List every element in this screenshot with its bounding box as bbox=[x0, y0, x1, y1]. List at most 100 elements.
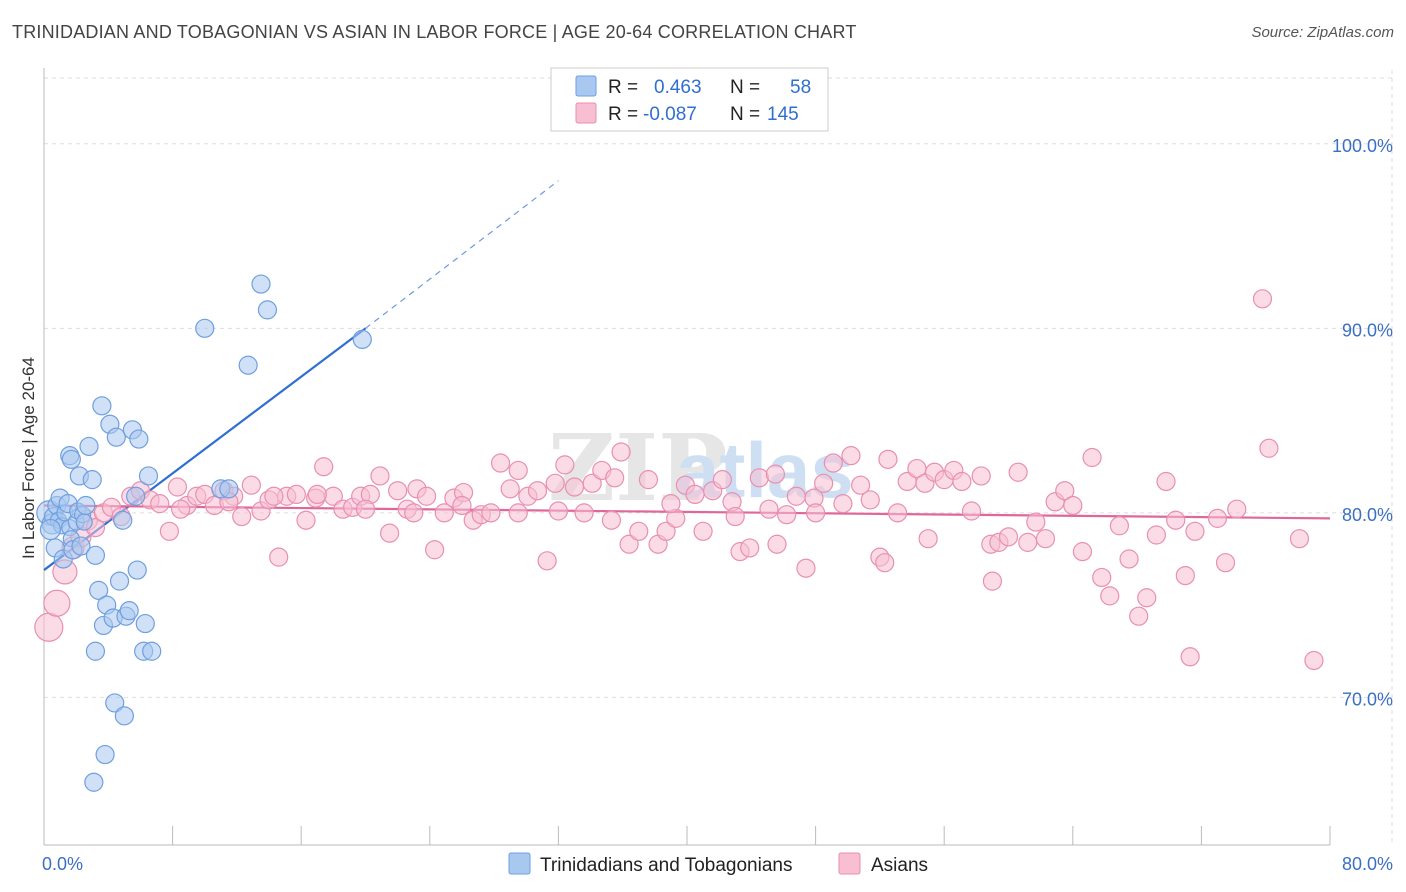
asians-point-57 bbox=[555, 455, 575, 475]
asians-point-44 bbox=[434, 503, 454, 523]
asians-point-49 bbox=[481, 503, 501, 523]
legend-r-value-0: 0.463 bbox=[654, 77, 702, 98]
asians-point-86 bbox=[823, 453, 843, 473]
legend-box bbox=[550, 67, 829, 132]
asians-point-93 bbox=[887, 503, 908, 523]
y-axis-label: In Labor Force | Age 20-64 bbox=[19, 357, 38, 559]
asians-point-71 bbox=[685, 484, 705, 505]
series-label-trinidadians: Trinidadians and Tobagonians bbox=[540, 855, 792, 876]
series-label-asians: Asians bbox=[871, 855, 928, 876]
asians-point-0 bbox=[34, 612, 64, 642]
trinidadians-point-33 bbox=[106, 427, 126, 447]
asians-point-126 bbox=[1180, 647, 1200, 667]
asians-point-109 bbox=[1035, 529, 1056, 549]
trinidadians-point-47 bbox=[85, 641, 106, 661]
asians-point-74 bbox=[712, 470, 732, 490]
asians-point-77 bbox=[740, 538, 760, 558]
asians-point-38 bbox=[380, 523, 400, 543]
asians-point-114 bbox=[1082, 447, 1102, 468]
asians-point-121 bbox=[1146, 525, 1166, 545]
asians-point-148 bbox=[264, 486, 284, 506]
asians-point-85 bbox=[814, 473, 834, 493]
asians-point-37 bbox=[370, 466, 390, 486]
y-tick-labels: 70.0% 80.0% 90.0% 100.0% bbox=[1332, 136, 1393, 710]
asians-point-132 bbox=[1289, 529, 1310, 549]
asians-point-136 bbox=[875, 553, 895, 573]
asians-point-120 bbox=[1137, 588, 1157, 608]
trinidadians-point-27 bbox=[92, 396, 112, 416]
trinidadians-point-48 bbox=[95, 744, 115, 765]
series-swatch-blue bbox=[508, 852, 531, 875]
asians-point-66 bbox=[638, 470, 659, 490]
asians-point-31 bbox=[314, 457, 334, 477]
asians-point-105 bbox=[998, 527, 1019, 547]
asians-point-138 bbox=[765, 464, 786, 484]
asians-point-108 bbox=[1026, 512, 1046, 532]
asians-point-142 bbox=[548, 501, 569, 521]
series-legend: Trinidadians and Tobagonians Asians bbox=[508, 852, 928, 876]
asians-point-42 bbox=[416, 486, 437, 506]
asians-point-119 bbox=[1129, 606, 1149, 626]
axes bbox=[43, 68, 1331, 846]
y-tick-label-0: 70.0% bbox=[1342, 689, 1393, 709]
asians-point-123 bbox=[1166, 510, 1186, 530]
y-tick-label-1: 80.0% bbox=[1342, 505, 1393, 525]
asians-point-62 bbox=[601, 510, 622, 530]
asians-point-92 bbox=[878, 449, 898, 469]
y-tick-label-2: 90.0% bbox=[1342, 320, 1393, 340]
asians-point-146 bbox=[355, 499, 376, 519]
asians-point-29 bbox=[296, 510, 316, 530]
asians-point-78 bbox=[749, 468, 769, 488]
trinidadians-point-21 bbox=[75, 513, 93, 531]
asians-point-87 bbox=[833, 494, 853, 514]
asians-point-13 bbox=[150, 494, 170, 514]
asians-point-1 bbox=[43, 589, 71, 617]
trinidadians-point-25 bbox=[85, 545, 106, 565]
asians-point-102 bbox=[971, 466, 991, 486]
trinidadians-point-34 bbox=[109, 571, 130, 591]
trinidadians-point-23 bbox=[79, 436, 99, 457]
asians-point-101 bbox=[961, 501, 982, 521]
asians-point-106 bbox=[1008, 462, 1028, 482]
y-tick-label-3: 100.0% bbox=[1332, 136, 1393, 156]
trinidadians-point-54 bbox=[251, 274, 271, 294]
trinidadians-point-41 bbox=[127, 560, 147, 580]
trinidadians-point-26 bbox=[89, 580, 109, 600]
asians-point-129 bbox=[1227, 499, 1247, 519]
asians-point-52 bbox=[508, 503, 528, 523]
asians-point-59 bbox=[574, 503, 594, 523]
asians-point-51 bbox=[500, 479, 520, 499]
asians-point-118 bbox=[1119, 549, 1139, 569]
asians-point-65 bbox=[629, 521, 649, 541]
chart-title: TRINIDADIAN AND TOBAGONIAN VS ASIAN IN L… bbox=[12, 22, 857, 42]
asians-point-100 bbox=[952, 471, 972, 492]
trinidadians-point-15 bbox=[61, 449, 81, 469]
asians-point-140 bbox=[661, 494, 681, 514]
asians-point-135 bbox=[918, 529, 938, 549]
watermark-zip: ZIP bbox=[548, 414, 727, 522]
asians-point-68 bbox=[656, 521, 676, 541]
asians-point-131 bbox=[1252, 289, 1273, 309]
correlation-legend: R = 0.463 N = 58 R = -0.087 N = 145 bbox=[550, 67, 829, 132]
trinidadians-points bbox=[36, 274, 372, 792]
asians-point-54 bbox=[527, 481, 548, 501]
trinidadians-point-46 bbox=[142, 641, 162, 661]
asians-point-64 bbox=[619, 534, 639, 554]
x-tick-labels: 0.0% 80.0% bbox=[42, 854, 1393, 874]
asians-point-125 bbox=[1185, 521, 1205, 541]
asians-point-107 bbox=[1018, 532, 1038, 552]
legend-r-label-0: R = bbox=[608, 77, 638, 98]
legend-r-value-1: -0.087 bbox=[643, 104, 697, 125]
asians-point-89 bbox=[851, 475, 871, 495]
trinidadians-point-22 bbox=[76, 495, 96, 516]
asians-point-137 bbox=[805, 503, 826, 523]
asians-point-58 bbox=[564, 477, 585, 497]
asians-point-56 bbox=[545, 473, 565, 493]
trinidadians-point-38 bbox=[119, 601, 139, 621]
legend-swatch-pink bbox=[575, 102, 597, 124]
asians-point-80 bbox=[767, 534, 787, 554]
asians-point-55 bbox=[537, 551, 557, 571]
asians-point-127 bbox=[1215, 553, 1236, 573]
asians-point-139 bbox=[725, 506, 745, 527]
asians-point-134 bbox=[982, 571, 1003, 591]
